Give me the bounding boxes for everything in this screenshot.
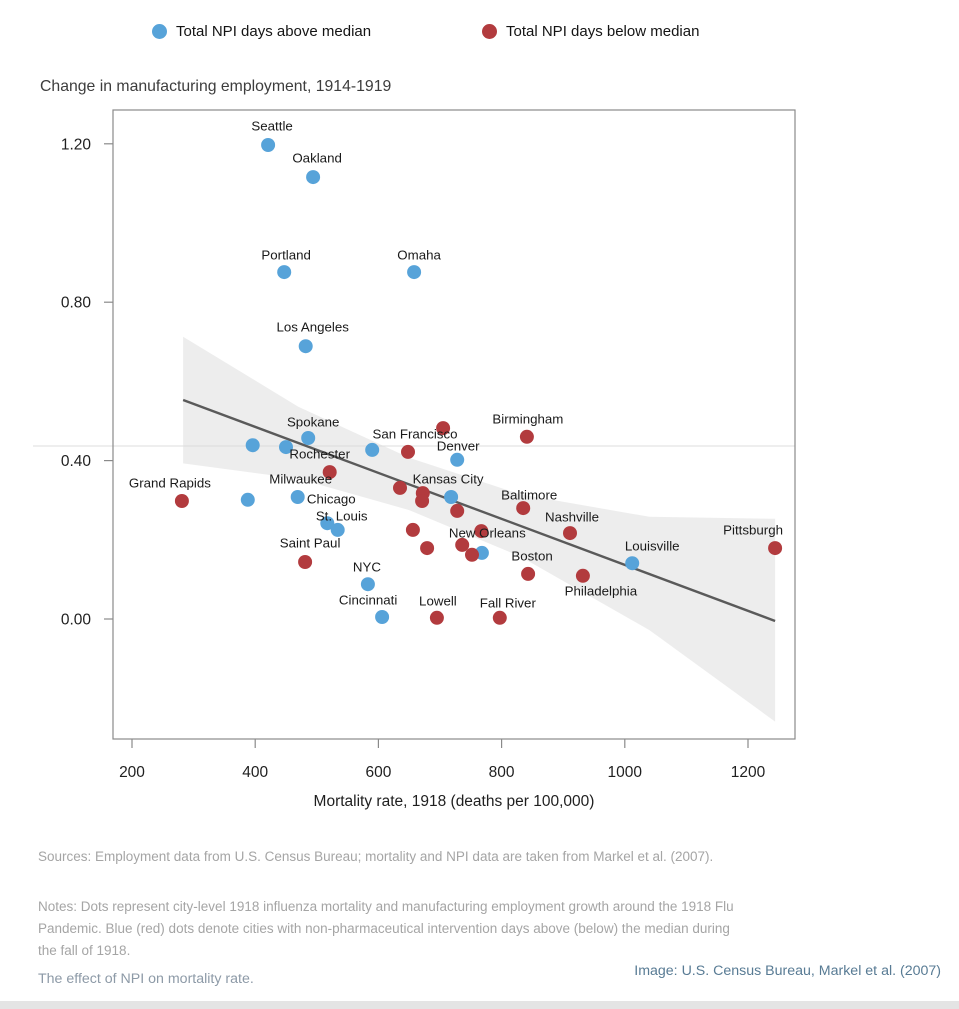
data-point-unlabeled: [474, 545, 489, 560]
city-label: NYC: [353, 560, 381, 575]
data-point-spokane: [301, 431, 316, 445]
city-label: Chicago: [307, 492, 356, 507]
city-label: Baltimore: [501, 488, 557, 503]
legend-dot-above-icon: [152, 24, 167, 39]
city-label: Louisville: [625, 539, 680, 554]
data-point-boston: [521, 566, 536, 581]
city-label: Spokane: [287, 415, 340, 430]
city-label: Birmingham: [492, 411, 563, 426]
data-point-los-angeles: [298, 339, 313, 354]
y-tick-label: 0.40: [61, 453, 92, 470]
data-point-unlabeled: [420, 541, 435, 556]
data-point-unlabeled: [240, 492, 255, 507]
city-label: New Orleans: [449, 526, 526, 541]
y-tick-label: 0.00: [61, 612, 92, 629]
data-point-unlabeled: [450, 503, 465, 518]
data-point-nyc: [360, 577, 375, 592]
city-label: Cincinnati: [339, 593, 397, 608]
trend-line: [182, 398, 776, 623]
data-point-unlabeled: [393, 480, 407, 495]
data-point-seattle: [261, 138, 276, 152]
data-point-oakland: [306, 170, 321, 185]
city-label: Grand Rapids: [129, 476, 211, 491]
city-label: Milwaukee: [269, 472, 332, 487]
data-point-louisville: [625, 556, 640, 571]
data-point-unlabeled: [415, 494, 430, 508]
data-point-unlabeled: [405, 522, 420, 537]
city-label: St. Louis: [316, 508, 368, 523]
x-tick-label: 200: [119, 764, 145, 781]
legend-dot-below-icon: [482, 24, 497, 39]
data-point-unlabeled: [455, 537, 470, 552]
x-tick-label: 800: [489, 764, 515, 781]
y-tick-label: 1.20: [61, 136, 92, 153]
data-point-fall-river: [492, 610, 507, 625]
data-point-nashville: [563, 526, 577, 541]
city-label: San Francisco: [373, 426, 458, 441]
city-label: Kansas City: [413, 472, 484, 487]
data-point-unlabeled: [415, 486, 430, 501]
legend-item-below: Total NPI days below median: [482, 23, 699, 40]
city-label: Fall River: [480, 595, 537, 610]
confidence-band: [183, 336, 776, 722]
data-point-baltimore: [516, 501, 531, 516]
data-point-milwaukee: [290, 490, 305, 504]
city-label: Omaha: [397, 248, 441, 263]
city-label: Seattle: [251, 119, 292, 134]
data-point-unlabeled: [436, 421, 451, 436]
plot-border: [112, 109, 796, 740]
notes-note: Notes: Dots represent city-level 1918 in…: [38, 899, 734, 958]
data-point-lowell: [429, 610, 444, 625]
x-tick-label: 1000: [608, 764, 643, 781]
data-point-portland: [277, 265, 292, 280]
data-point-san-francisco: [401, 444, 415, 459]
legend-label-above: Total NPI days above median: [176, 23, 372, 40]
city-label: Oakland: [292, 151, 342, 166]
data-point-grand-rapids: [174, 494, 189, 508]
data-point-unlabeled: [365, 442, 380, 457]
data-point-unlabeled: [465, 547, 479, 562]
y-tick-label: 0.80: [61, 295, 92, 312]
x-tick-label: 400: [242, 764, 268, 781]
city-label: Philadelphia: [565, 583, 638, 598]
city-label: Portland: [261, 248, 311, 263]
city-label: Nashville: [545, 510, 599, 525]
data-point-cincinnati: [375, 610, 390, 624]
data-point-philadelphia: [575, 568, 590, 583]
x-tick-label: 1200: [731, 764, 766, 781]
legend-label-below: Total NPI days below median: [506, 23, 700, 40]
caption-right: Image: U.S. Census Bureau, Markel et al.…: [634, 963, 941, 979]
caption-left: The effect of NPI on mortality rate.: [38, 971, 254, 987]
data-point-pittsburgh: [768, 541, 783, 556]
bottom-divider: [0, 1001, 959, 1009]
data-point-rochester: [322, 465, 337, 480]
data-point-st-louis: [330, 522, 345, 537]
legend-item-above: Total NPI days above median: [152, 23, 371, 40]
data-point-omaha: [407, 265, 422, 280]
data-point-saint-paul: [298, 555, 313, 569]
x-tick-label: 600: [365, 764, 391, 781]
city-label: Lowell: [419, 593, 457, 608]
city-label: Los Angeles: [276, 320, 349, 335]
data-point-denver: [450, 452, 465, 467]
data-point-unlabeled: [279, 440, 293, 455]
data-point-kansas-city: [444, 490, 459, 504]
city-label: Boston: [511, 548, 552, 563]
data-point-birmingham: [519, 429, 534, 444]
city-label: Pittsburgh: [723, 523, 783, 538]
city-label: Denver: [437, 438, 480, 453]
city-label: Saint Paul: [280, 536, 341, 551]
data-point-unlabeled: [245, 438, 260, 453]
data-point-chicago: [320, 516, 335, 531]
chart-title: Change in manufacturing employment, 1914…: [40, 78, 392, 95]
sources-note: Sources: Employment data from U.S. Censu…: [38, 849, 714, 864]
x-axis-title: Mortality rate, 1918 (deaths per 100,000…: [314, 793, 595, 810]
city-label: Rochester: [289, 447, 350, 462]
data-point-new-orleans: [474, 524, 489, 539]
